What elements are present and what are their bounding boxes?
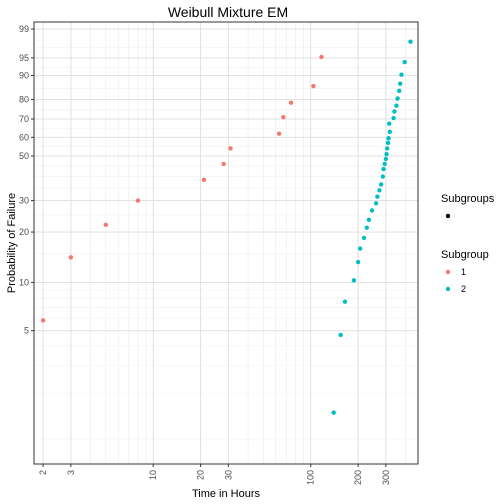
data-point-series-1 bbox=[201, 177, 207, 183]
data-point-series-2 bbox=[331, 410, 336, 415]
data-point-series-2 bbox=[394, 103, 399, 108]
x-axis-title: Time in Hours bbox=[192, 488, 261, 500]
data-point-series-2 bbox=[355, 259, 361, 265]
data-points bbox=[40, 39, 413, 415]
plot-panel bbox=[33, 21, 419, 465]
data-point-series-2 bbox=[385, 146, 390, 151]
minor-grid-y bbox=[34, 39, 418, 441]
data-point-series-2 bbox=[387, 129, 393, 135]
y-tick-label: 5 bbox=[24, 326, 29, 336]
data-point-series-2 bbox=[375, 194, 380, 199]
data-point-series-1 bbox=[221, 161, 226, 167]
data-point-series-1 bbox=[276, 131, 282, 136]
data-point-series-2 bbox=[391, 115, 396, 121]
data-point-series-2 bbox=[408, 39, 413, 44]
data-point-series-2 bbox=[377, 188, 382, 193]
data-point-series-2 bbox=[351, 278, 357, 283]
data-point-series-2 bbox=[392, 109, 397, 114]
legend-swatch-2 bbox=[445, 286, 451, 292]
y-tick-label: 90 bbox=[19, 71, 29, 81]
data-point-series-1 bbox=[135, 198, 141, 203]
panel-background bbox=[34, 22, 418, 464]
panel-border bbox=[33, 21, 419, 465]
y-tick-label: 50 bbox=[19, 151, 29, 161]
y-tick-label: 99 bbox=[19, 24, 29, 34]
x-tick-label: 3 bbox=[66, 470, 76, 475]
data-point-series-1 bbox=[288, 100, 294, 105]
x-tick-label: 10 bbox=[148, 470, 158, 480]
data-point-series-2 bbox=[382, 161, 387, 167]
legend-subgroups-swatch bbox=[445, 213, 451, 219]
legend-label-1: 1 bbox=[461, 267, 466, 277]
x-axis-ticks: 2 3 10 20 30 100 200 300 bbox=[38, 464, 391, 485]
data-point-series-2 bbox=[369, 208, 375, 213]
major-grid-x bbox=[42, 22, 387, 464]
data-point-series-2 bbox=[380, 174, 386, 179]
data-point-series-1 bbox=[40, 318, 46, 323]
x-tick-label: 30 bbox=[223, 470, 233, 480]
x-tick-label: 2 bbox=[38, 470, 48, 475]
data-point-series-1 bbox=[319, 54, 324, 60]
y-axis-title: Probability of Failure bbox=[6, 193, 18, 293]
data-point-series-2 bbox=[386, 136, 391, 141]
major-grid-y bbox=[34, 28, 418, 332]
x-tick-label: 20 bbox=[196, 470, 206, 480]
data-point-series-2 bbox=[338, 332, 343, 338]
data-point-series-2 bbox=[395, 96, 400, 101]
y-tick-label: 70 bbox=[19, 114, 29, 124]
data-point-series-2 bbox=[383, 156, 389, 162]
y-tick-label: 80 bbox=[19, 95, 29, 105]
data-point-series-2 bbox=[381, 166, 386, 172]
legend-subgroup-title: Subgroup bbox=[441, 249, 489, 261]
legend-label-2: 2 bbox=[461, 284, 466, 294]
legend-subgroups-title: Subgroups bbox=[441, 193, 495, 205]
data-point-series-2 bbox=[397, 88, 402, 94]
y-tick-label: 60 bbox=[19, 132, 29, 142]
data-point-series-2 bbox=[385, 140, 391, 146]
data-point-series-2 bbox=[361, 235, 367, 241]
data-point-series-2 bbox=[386, 121, 392, 126]
data-point-series-2 bbox=[399, 72, 404, 77]
y-axis-ticks: 5 10 20 30 50 60 70 80 90 95 99 bbox=[19, 24, 34, 336]
data-point-series-1 bbox=[228, 146, 233, 151]
data-point-series-2 bbox=[342, 299, 348, 304]
x-tick-label: 200 bbox=[353, 470, 363, 485]
data-point-series-2 bbox=[384, 151, 389, 157]
y-tick-label: 95 bbox=[19, 53, 29, 63]
y-tick-label: 20 bbox=[19, 227, 29, 237]
legend-swatch-1 bbox=[445, 269, 451, 275]
x-tick-label: 100 bbox=[306, 470, 316, 485]
data-point-series-2 bbox=[378, 182, 384, 187]
data-point-series-2 bbox=[402, 59, 407, 65]
y-tick-label: 30 bbox=[19, 196, 29, 206]
data-point-series-2 bbox=[366, 217, 372, 223]
data-point-series-2 bbox=[357, 246, 363, 251]
data-point-series-1 bbox=[103, 222, 109, 228]
chart-title: Weibull Mixture EM bbox=[168, 4, 288, 20]
data-point-series-1 bbox=[68, 255, 74, 260]
data-point-series-2 bbox=[364, 225, 369, 230]
data-point-series-2 bbox=[397, 81, 403, 86]
data-point-series-2 bbox=[373, 201, 379, 206]
y-tick-label: 10 bbox=[19, 277, 29, 287]
x-tick-label: 300 bbox=[381, 470, 391, 485]
data-point-series-1 bbox=[311, 83, 316, 89]
legend: Subgroups Subgroup 1 2 bbox=[441, 193, 495, 294]
data-point-series-1 bbox=[281, 114, 286, 120]
